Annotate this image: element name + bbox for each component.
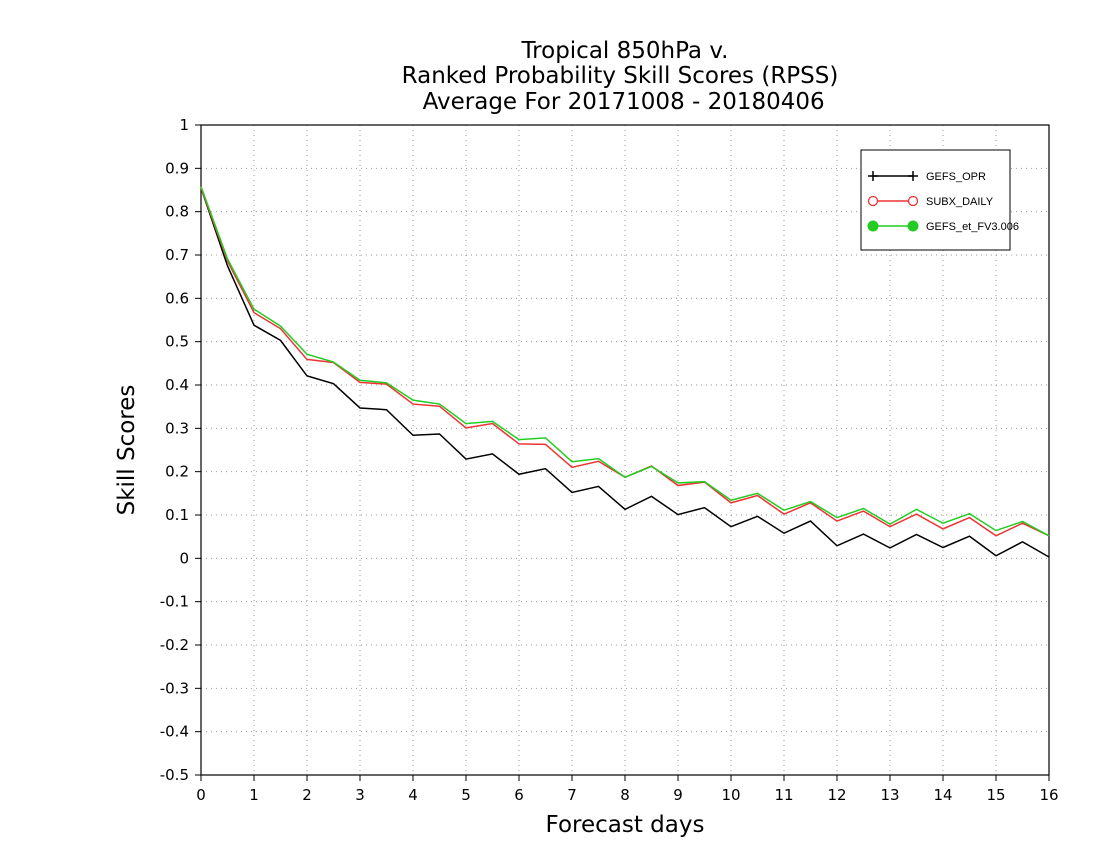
legend-marker-filled-circle bbox=[867, 220, 879, 232]
x-tick-label: 8 bbox=[620, 786, 630, 804]
x-tick-label: 14 bbox=[933, 786, 952, 804]
legend: GEFS_OPR SUBX_DAILY GEFS_et_FV3.006 bbox=[860, 149, 1019, 251]
legend-entry: GEFS_et_FV3.006 bbox=[867, 220, 1019, 233]
y-tick-label: -0.3 bbox=[160, 679, 189, 697]
y-tick-label: 0.8 bbox=[165, 203, 189, 221]
legend-marker-filled-circle bbox=[907, 220, 919, 232]
x-tick-label: 3 bbox=[355, 786, 365, 804]
x-tick-label: 5 bbox=[461, 786, 471, 804]
y-tick-label: 0.2 bbox=[165, 463, 189, 481]
y-tick-label: 0.1 bbox=[165, 506, 189, 524]
x-axis-label: Forecast days bbox=[546, 812, 705, 838]
x-tick-label: 11 bbox=[774, 786, 793, 804]
y-axis-label: Skill Scores bbox=[114, 385, 140, 516]
legend-box bbox=[860, 149, 1011, 251]
x-tick-label: 9 bbox=[673, 786, 683, 804]
y-tick-label: 0.5 bbox=[165, 333, 189, 351]
chart-title: Tropical 850hPa v. Ranked Probability Sk… bbox=[402, 38, 839, 115]
x-tick-label: 7 bbox=[567, 786, 577, 804]
legend-entry: SUBX_DAILY bbox=[867, 195, 994, 208]
legend-label: GEFS_OPR bbox=[926, 171, 986, 183]
series-line-gefs-opr bbox=[200, 187, 1050, 558]
y-tick-label: 0.3 bbox=[165, 419, 189, 437]
x-tick-labels: 0 1 2 3 4 5 6 7 8 9 10 11 12 13 14 15 16 bbox=[196, 786, 1058, 804]
x-tick-label: 6 bbox=[514, 786, 524, 804]
x-tick-label: 1 bbox=[249, 786, 259, 804]
y-tick-label: -0.4 bbox=[160, 723, 189, 741]
x-tick-label: 12 bbox=[827, 786, 846, 804]
title-line-2: Ranked Probability Skill Scores (RPSS) bbox=[402, 63, 839, 89]
x-tick-label: 15 bbox=[986, 786, 1005, 804]
y-tick-labels: -0.5 -0.4 -0.3 -0.2 -0.1 0 0.1 0.2 0.3 0.4 0.5 0.6 0… bbox=[160, 116, 189, 784]
x-tick-label: 2 bbox=[302, 786, 312, 804]
series-lines bbox=[200, 186, 1050, 558]
y-tick-label: -0.5 bbox=[160, 766, 189, 784]
y-tick-label: 0.7 bbox=[165, 246, 189, 264]
y-tick-label: 0 bbox=[179, 549, 189, 567]
x-tick-label: 10 bbox=[721, 786, 740, 804]
y-tick-label: 1 bbox=[179, 116, 189, 134]
y-tick-label: 0.9 bbox=[165, 159, 189, 177]
x-tick-label: 0 bbox=[196, 786, 206, 804]
grid-lines bbox=[201, 125, 1049, 775]
y-tick-label: -0.2 bbox=[160, 636, 189, 654]
legend-label: SUBX_DAILY bbox=[926, 196, 994, 208]
title-line-3: Average For 20171008 - 20180406 bbox=[415, 89, 824, 115]
legend-marker-open-circle bbox=[867, 195, 879, 207]
y-tick-label: 0.6 bbox=[165, 289, 189, 307]
x-tick-label: 16 bbox=[1039, 786, 1058, 804]
series-line-gefs-et-fv3-006 bbox=[200, 186, 1050, 537]
x-tick-label: 4 bbox=[408, 786, 418, 804]
legend-label: GEFS_et_FV3.006 bbox=[926, 221, 1019, 233]
legend-entry: GEFS_OPR bbox=[868, 171, 986, 183]
y-tick-label: -0.1 bbox=[160, 593, 189, 611]
axis-ticks bbox=[195, 124, 1050, 781]
title-line-1: Tropical 850hPa v. bbox=[521, 38, 729, 64]
y-tick-label: 0.4 bbox=[165, 376, 189, 394]
legend-marker-open-circle bbox=[907, 195, 919, 207]
x-tick-label: 13 bbox=[880, 786, 899, 804]
